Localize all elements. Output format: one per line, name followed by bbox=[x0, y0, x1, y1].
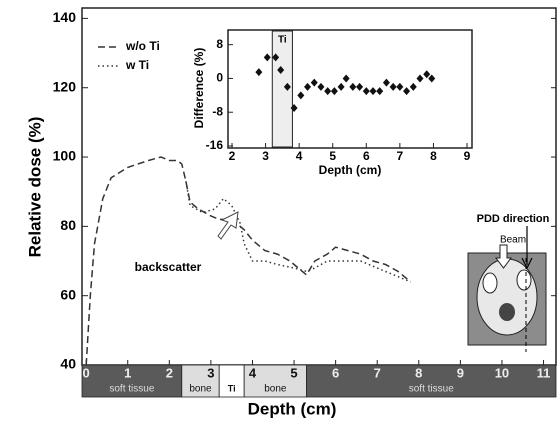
x-tick-label: 2 bbox=[166, 365, 173, 380]
legend-label: w/o Ti bbox=[125, 39, 160, 53]
y-tick-label: 140 bbox=[53, 9, 77, 25]
point bbox=[428, 74, 436, 83]
point bbox=[382, 78, 390, 87]
inset-x-tick-label: 9 bbox=[464, 149, 471, 163]
backscatter-arrow bbox=[217, 211, 239, 240]
ti-region bbox=[271, 30, 293, 148]
tissue-label: Ti bbox=[228, 383, 236, 393]
point bbox=[317, 82, 325, 91]
point bbox=[396, 82, 404, 91]
inset-x-tick-label: 3 bbox=[262, 149, 269, 163]
eye bbox=[482, 272, 498, 294]
point bbox=[263, 53, 271, 62]
inset-x-tick-label: 5 bbox=[329, 149, 336, 163]
beam-arrow bbox=[495, 244, 512, 269]
tissue-label: bone bbox=[189, 384, 212, 395]
x-tick-label: 5 bbox=[290, 365, 297, 380]
point bbox=[362, 87, 370, 96]
inset-y-tick-label: 8 bbox=[216, 37, 223, 51]
x-tick-label: 3 bbox=[207, 365, 214, 380]
x-tick-label: 9 bbox=[457, 365, 464, 380]
x-tick-label: 10 bbox=[495, 365, 509, 380]
point bbox=[290, 104, 298, 112]
point bbox=[356, 82, 364, 91]
point bbox=[330, 87, 338, 96]
tissue-label: soft tissue bbox=[109, 384, 154, 395]
point bbox=[310, 78, 318, 87]
point bbox=[342, 74, 350, 83]
inset-x-tick-label: 4 bbox=[296, 149, 303, 163]
x-tick-label: 7 bbox=[374, 365, 381, 380]
point bbox=[297, 91, 305, 100]
inset-y-tick-label: -8 bbox=[212, 104, 223, 118]
point bbox=[255, 68, 263, 77]
point bbox=[324, 87, 332, 96]
y-tick-label: 100 bbox=[53, 148, 77, 164]
tissue-band bbox=[181, 364, 220, 398]
x-axis-label: Depth (cm) bbox=[248, 399, 337, 418]
tissue-label: soft tissue bbox=[409, 384, 454, 395]
x-tick-label: 4 bbox=[249, 365, 257, 380]
point bbox=[349, 82, 357, 91]
annotation: backscatter bbox=[135, 260, 202, 274]
head bbox=[476, 258, 538, 336]
inset-x-tick-label: 8 bbox=[430, 149, 437, 163]
phantom-diagram: PDD direction Beam bbox=[467, 213, 550, 352]
point bbox=[277, 66, 285, 74]
y-tick-label: 120 bbox=[53, 78, 77, 94]
point bbox=[403, 87, 411, 96]
inset-plot: Ti -16 -8 0 8 2 3 4 5 6 7 8 9 bbox=[206, 30, 471, 163]
annotation: PDD direction bbox=[477, 213, 550, 225]
point bbox=[304, 82, 312, 91]
series-line bbox=[185, 181, 411, 283]
y-tick-label: 40 bbox=[60, 356, 76, 372]
inset-x-label: Depth (cm) bbox=[319, 163, 382, 177]
inset-frame bbox=[227, 29, 473, 149]
x-tick-label: 6 bbox=[332, 365, 339, 380]
tissue-label: bone bbox=[264, 384, 287, 395]
implant bbox=[499, 303, 515, 321]
point bbox=[369, 87, 377, 96]
x-tick-label: 11 bbox=[537, 365, 551, 380]
y-tick-label: 60 bbox=[60, 286, 76, 302]
point bbox=[409, 82, 417, 91]
inset-x-tick-label: 6 bbox=[363, 149, 370, 163]
y-tick-label: 80 bbox=[60, 217, 76, 233]
ti-label: Ti bbox=[278, 35, 287, 46]
inset-y-label: Difference (%) bbox=[192, 48, 206, 129]
point bbox=[283, 82, 291, 91]
tissue-band bbox=[306, 364, 557, 398]
y-axis-label: Relative dose (%) bbox=[25, 117, 44, 258]
x-tick-label: 8 bbox=[415, 365, 422, 380]
inset-x-tick-label: 7 bbox=[397, 149, 404, 163]
annotation: Beam bbox=[500, 235, 526, 246]
eye bbox=[516, 269, 532, 291]
point bbox=[423, 70, 431, 79]
pdd-arrow-head bbox=[521, 257, 533, 270]
tissue-band bbox=[81, 364, 183, 398]
point bbox=[389, 82, 397, 91]
point bbox=[272, 53, 280, 62]
legend-label: w Ti bbox=[125, 58, 149, 72]
x-tick-label: 0 bbox=[83, 365, 90, 380]
x-tick-label: 1 bbox=[124, 365, 131, 380]
inset-x-tick-label: 2 bbox=[229, 149, 236, 163]
point bbox=[376, 87, 384, 96]
tissue-band bbox=[218, 364, 245, 398]
point bbox=[337, 82, 345, 91]
inset-y-tick-label: 0 bbox=[216, 71, 223, 85]
point bbox=[416, 74, 424, 83]
inset-y-tick-label: -16 bbox=[206, 138, 224, 152]
